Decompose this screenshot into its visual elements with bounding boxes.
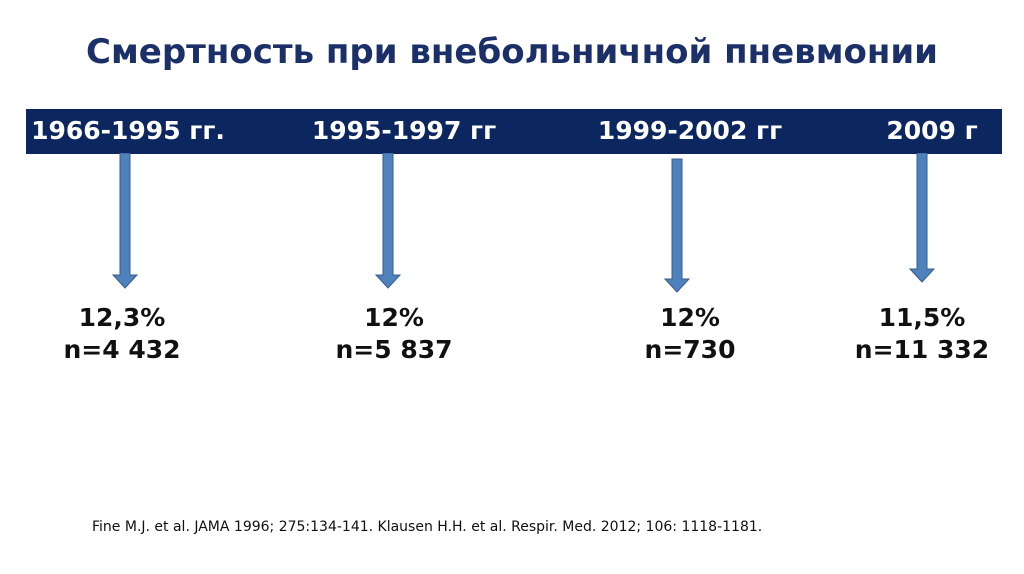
down-arrow-icon <box>111 153 139 289</box>
percent: 12% <box>364 303 424 332</box>
sample-size: n=4 432 <box>63 335 181 364</box>
mortality-value: 12% n=730 <box>645 302 736 366</box>
reference-text: Fine M.J. et al. JAMA 1996; 275:134-141.… <box>92 519 763 535</box>
down-arrow-icon <box>908 153 936 283</box>
period-label: 2009 г <box>886 116 978 145</box>
percent: 12,3% <box>78 303 166 332</box>
percent: 11,5% <box>878 303 966 332</box>
mortality-value: 12,3% n=4 432 <box>63 302 180 366</box>
mortality-value: 11,5% n=11 332 <box>855 302 989 366</box>
down-arrow-icon <box>663 158 691 293</box>
sample-size: n=5 837 <box>335 335 453 364</box>
down-arrow-icon <box>374 153 402 289</box>
slide-title: Смертность при внебольничной пневмонии <box>86 32 938 72</box>
period-label: 1995-1997 гг <box>311 116 497 145</box>
percent: 12% <box>660 303 720 332</box>
timeline-bar <box>26 109 1002 154</box>
period-label: 1999-2002 гг <box>597 116 783 145</box>
period-label: 1966-1995 гг. <box>31 116 225 145</box>
sample-size: n=730 <box>644 335 736 364</box>
mortality-value: 12% n=5 837 <box>335 302 452 366</box>
sample-size: n=11 332 <box>854 335 990 364</box>
